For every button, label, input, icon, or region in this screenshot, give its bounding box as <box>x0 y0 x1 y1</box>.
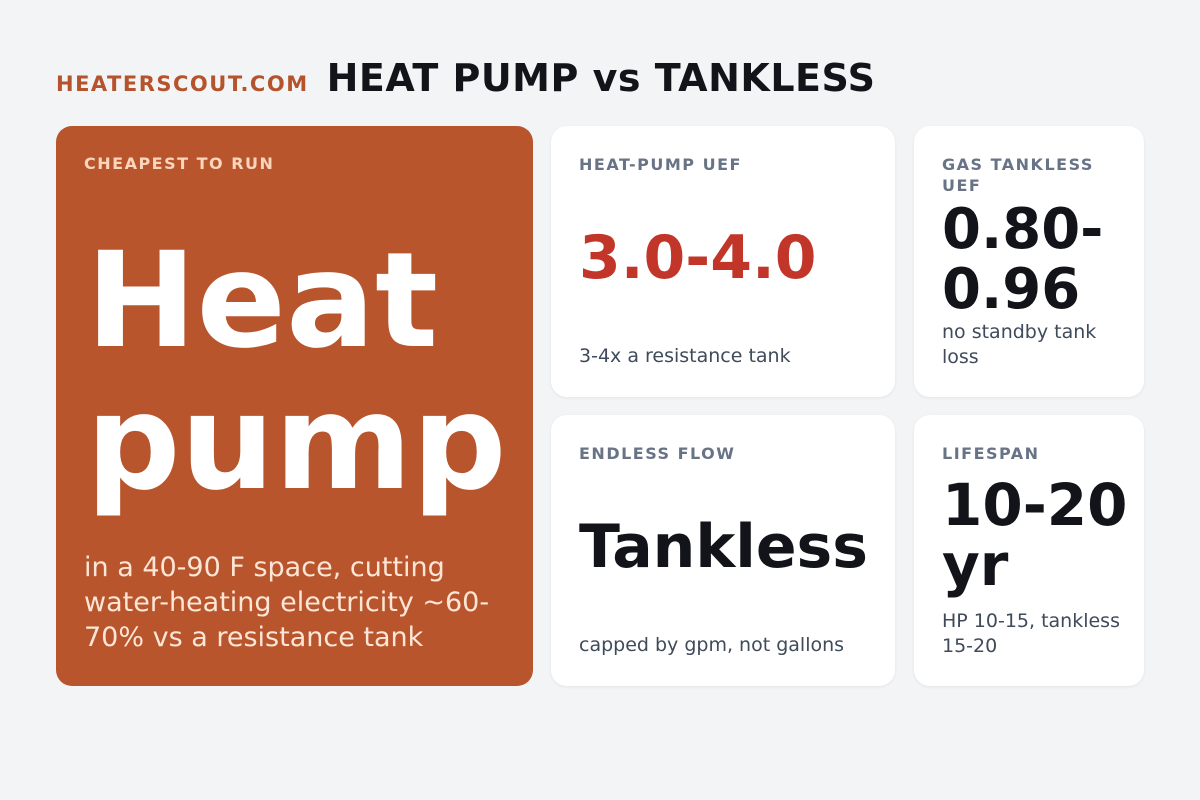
hero-kicker: CHEAPEST TO RUN <box>84 154 275 173</box>
brand-name: HEATERSCOUT.COM <box>56 72 309 96</box>
stat-note: capped by gpm, not gallons <box>579 634 845 656</box>
stat-card-gas-tankless-uef: GAS TANKLESS UEF 0.80-0.96 no standby ta… <box>914 126 1144 397</box>
page-title: HEAT PUMP vs TANKLESS <box>326 56 876 100</box>
hero-subtext: in a 40-90 F space, cutting water-heatin… <box>84 552 490 653</box>
stat-label: ENDLESS FLOW <box>579 444 736 463</box>
stat-card-endless-flow: ENDLESS FLOW Tankless capped by gpm, not… <box>551 415 895 686</box>
stat-label: HEAT-PUMP UEF <box>579 155 742 174</box>
stat-value: 10-20 yr <box>942 471 1128 599</box>
hero-card: CHEAPEST TO RUN Heat pump in a 40-90 F s… <box>56 126 533 686</box>
stat-value: Tankless <box>579 512 868 582</box>
stat-label: GAS TANKLESS UEF <box>942 155 1094 195</box>
stat-note: HP 10-15, tankless 15-20 <box>942 610 1120 657</box>
stat-value: 3.0-4.0 <box>579 223 817 293</box>
stat-note: 3-4x a resistance tank <box>579 345 791 367</box>
stat-note: no standby tank loss <box>942 321 1097 368</box>
stat-label: LIFESPAN <box>942 444 1040 463</box>
stat-value: 0.80-0.96 <box>942 197 1104 322</box>
stat-card-heat-pump-uef: HEAT-PUMP UEF 3.0-4.0 3-4x a resistance … <box>551 126 895 397</box>
header: HEATERSCOUT.COM HEAT PUMP vs TANKLESS <box>56 56 876 100</box>
hero-headline: Heat pump <box>86 224 507 520</box>
stat-card-lifespan: LIFESPAN 10-20 yr HP 10-15, tankless 15-… <box>914 415 1144 686</box>
